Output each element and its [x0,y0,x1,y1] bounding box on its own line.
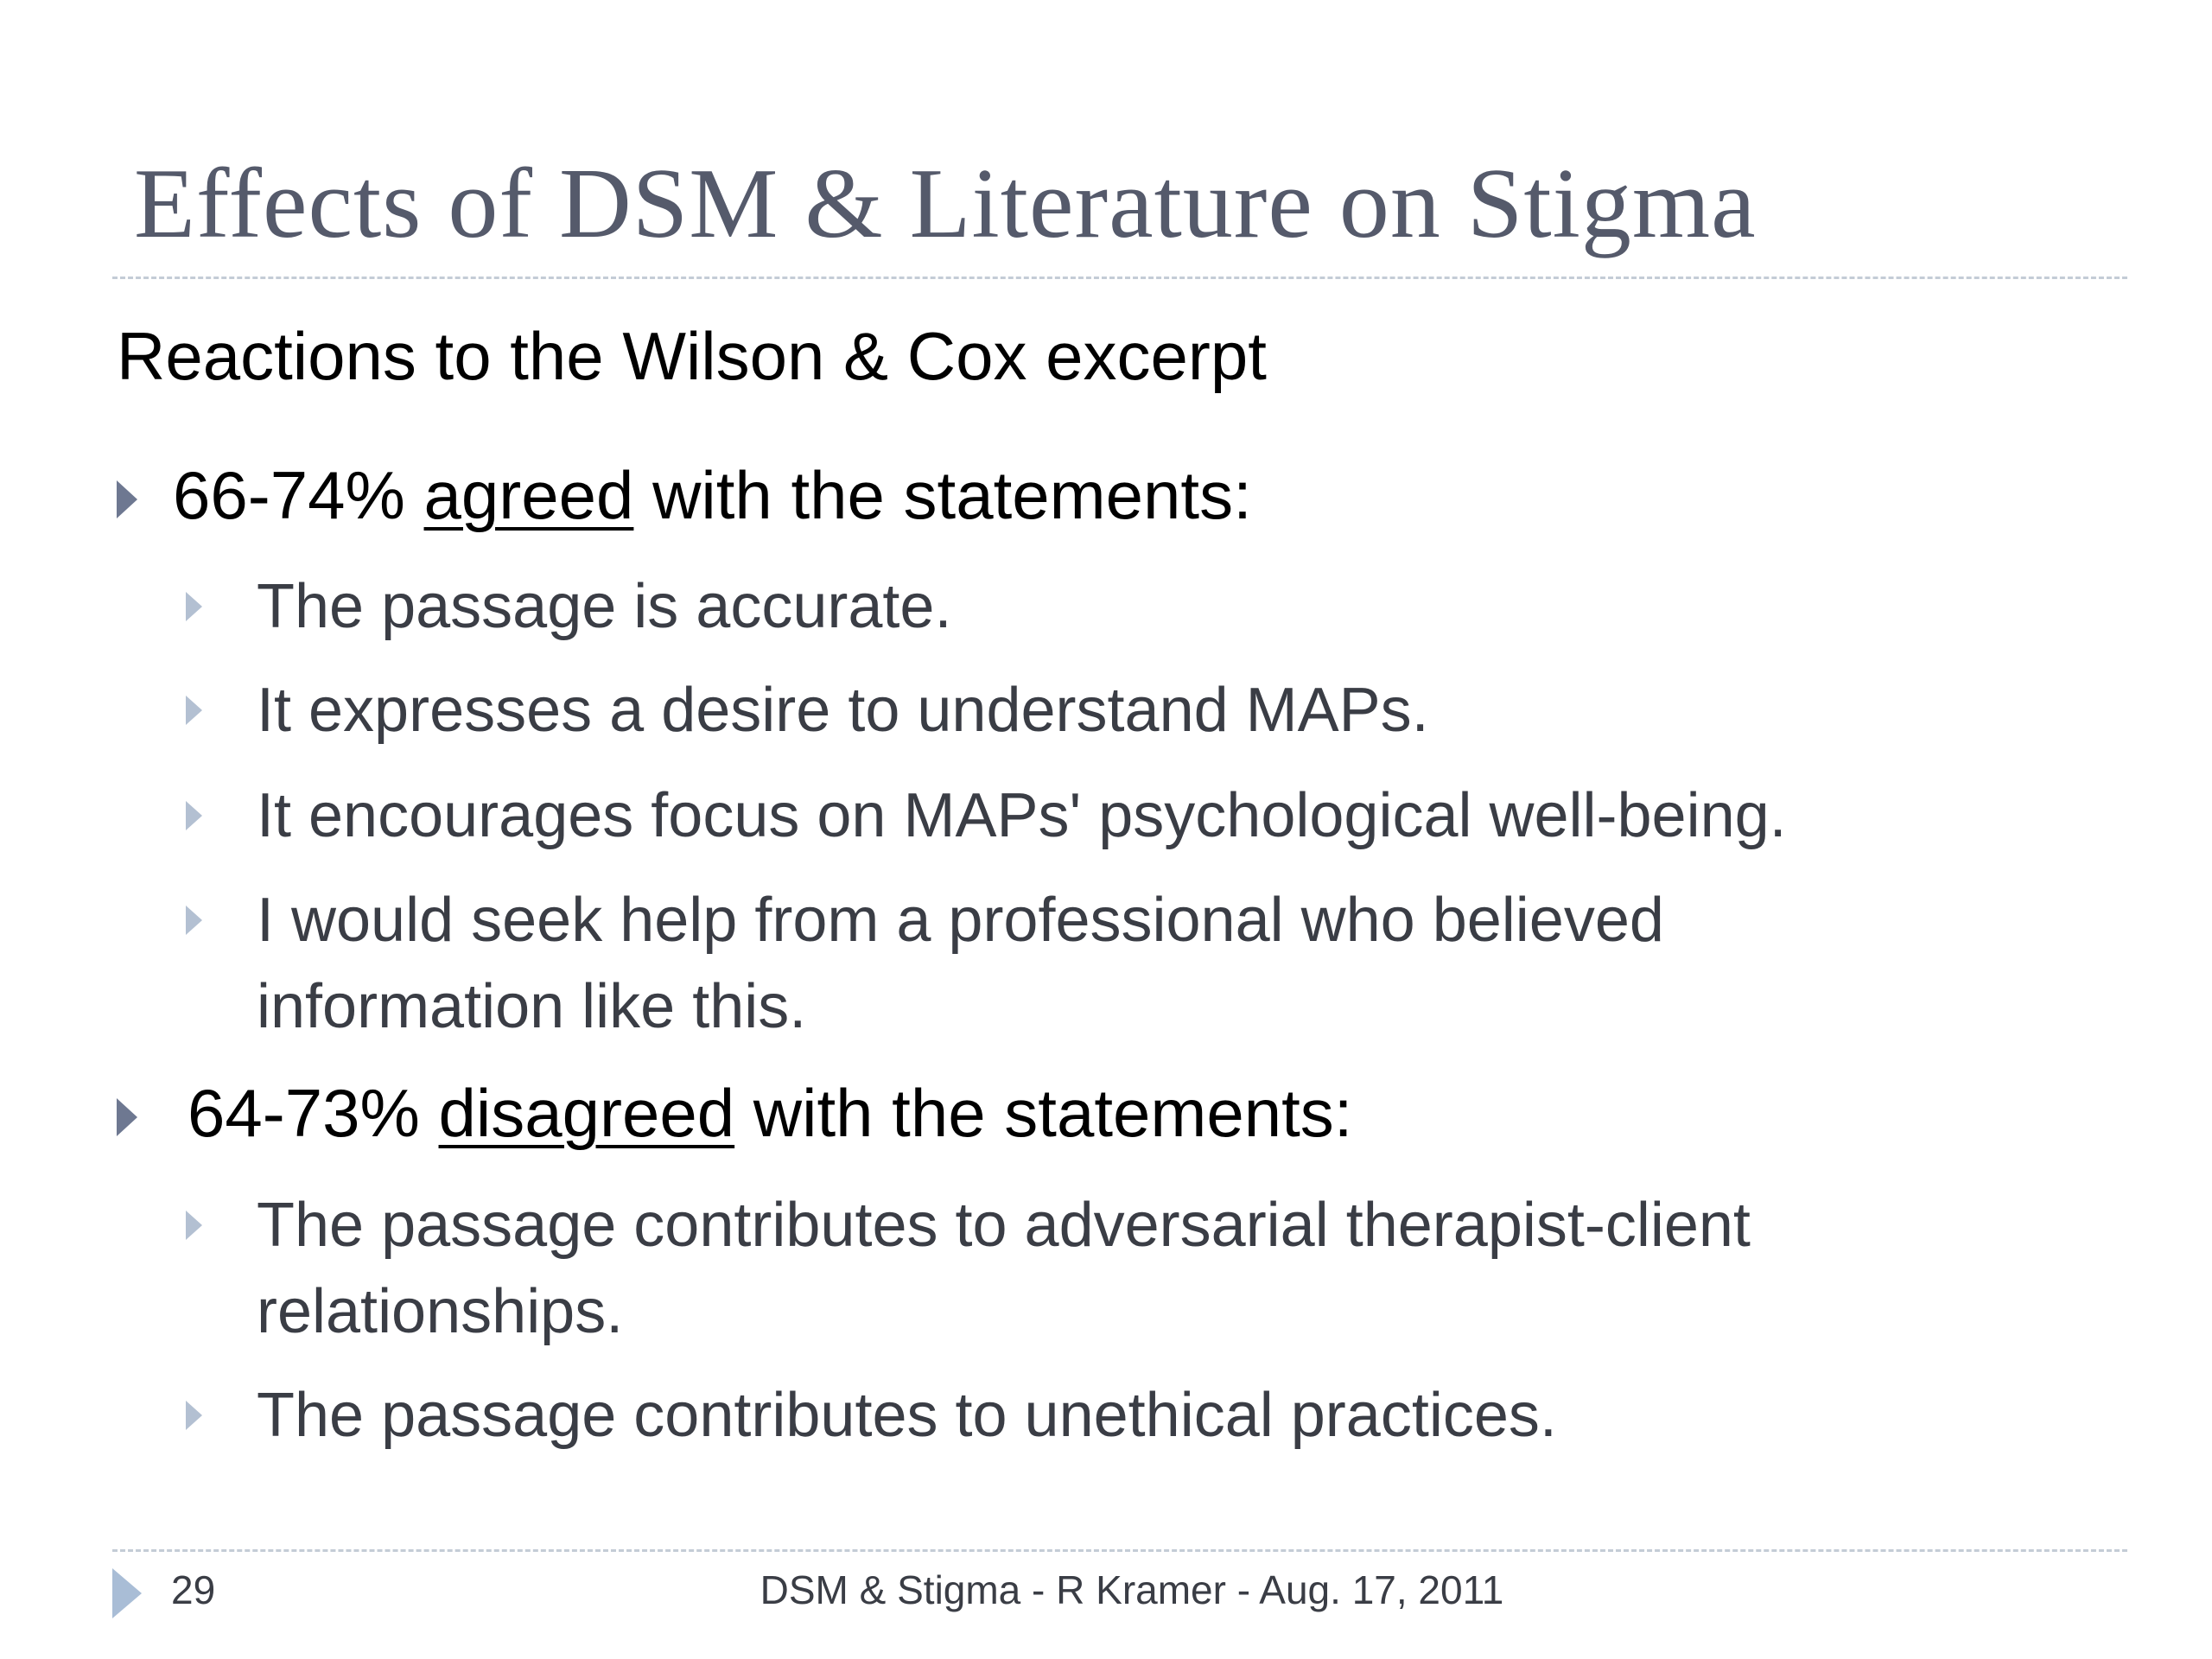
disagreed-range: 64-73% [188,1075,420,1151]
sub-bullet-arrow-icon [186,1211,202,1240]
disagreed-suffix: with the statements: [753,1075,1353,1151]
list-item-text: It encourages focus on MAPs' psychologic… [257,781,1787,850]
page-number: 29 [171,1567,216,1612]
sub-bullet-arrow-icon [186,801,202,830]
list-item-text: It expresses a desire to understand MAPs… [257,676,1429,745]
sub-bullet-arrow-icon [186,906,202,935]
list-item-text: The passage contributes to adversarial t… [257,1191,1751,1346]
sub-bullet-arrow-icon [186,696,202,725]
agreed-verb: agreed [423,457,634,533]
slide-subtitle: Reactions to the Wilson & Cox excerpt [117,318,1267,394]
list-item-text: I would seek help from a professional wh… [257,886,1664,1041]
sub-bullet-arrow-icon [186,1401,202,1430]
footer-text: DSM & Stigma - R Kramer - Aug. 17, 2011 [760,1567,1504,1612]
footer-arrow-icon [112,1568,142,1618]
footer-divider [112,1549,2127,1552]
list-item-text: The passage is accurate. [257,572,952,641]
sub-bullet-arrow-icon [186,592,202,621]
bullet-arrow-icon [117,1098,137,1136]
agreed-range: 66-74% [173,457,405,533]
disagreed-verb: disagreed [438,1075,735,1151]
title-divider [112,276,2127,279]
list-item-text: The passage contributes to unethical pra… [257,1381,1557,1450]
bullet-arrow-icon [117,480,137,518]
slide-title: Effects of DSM & Literature on Stigma [134,149,1757,259]
agreed-suffix: with the statements: [652,457,1252,533]
